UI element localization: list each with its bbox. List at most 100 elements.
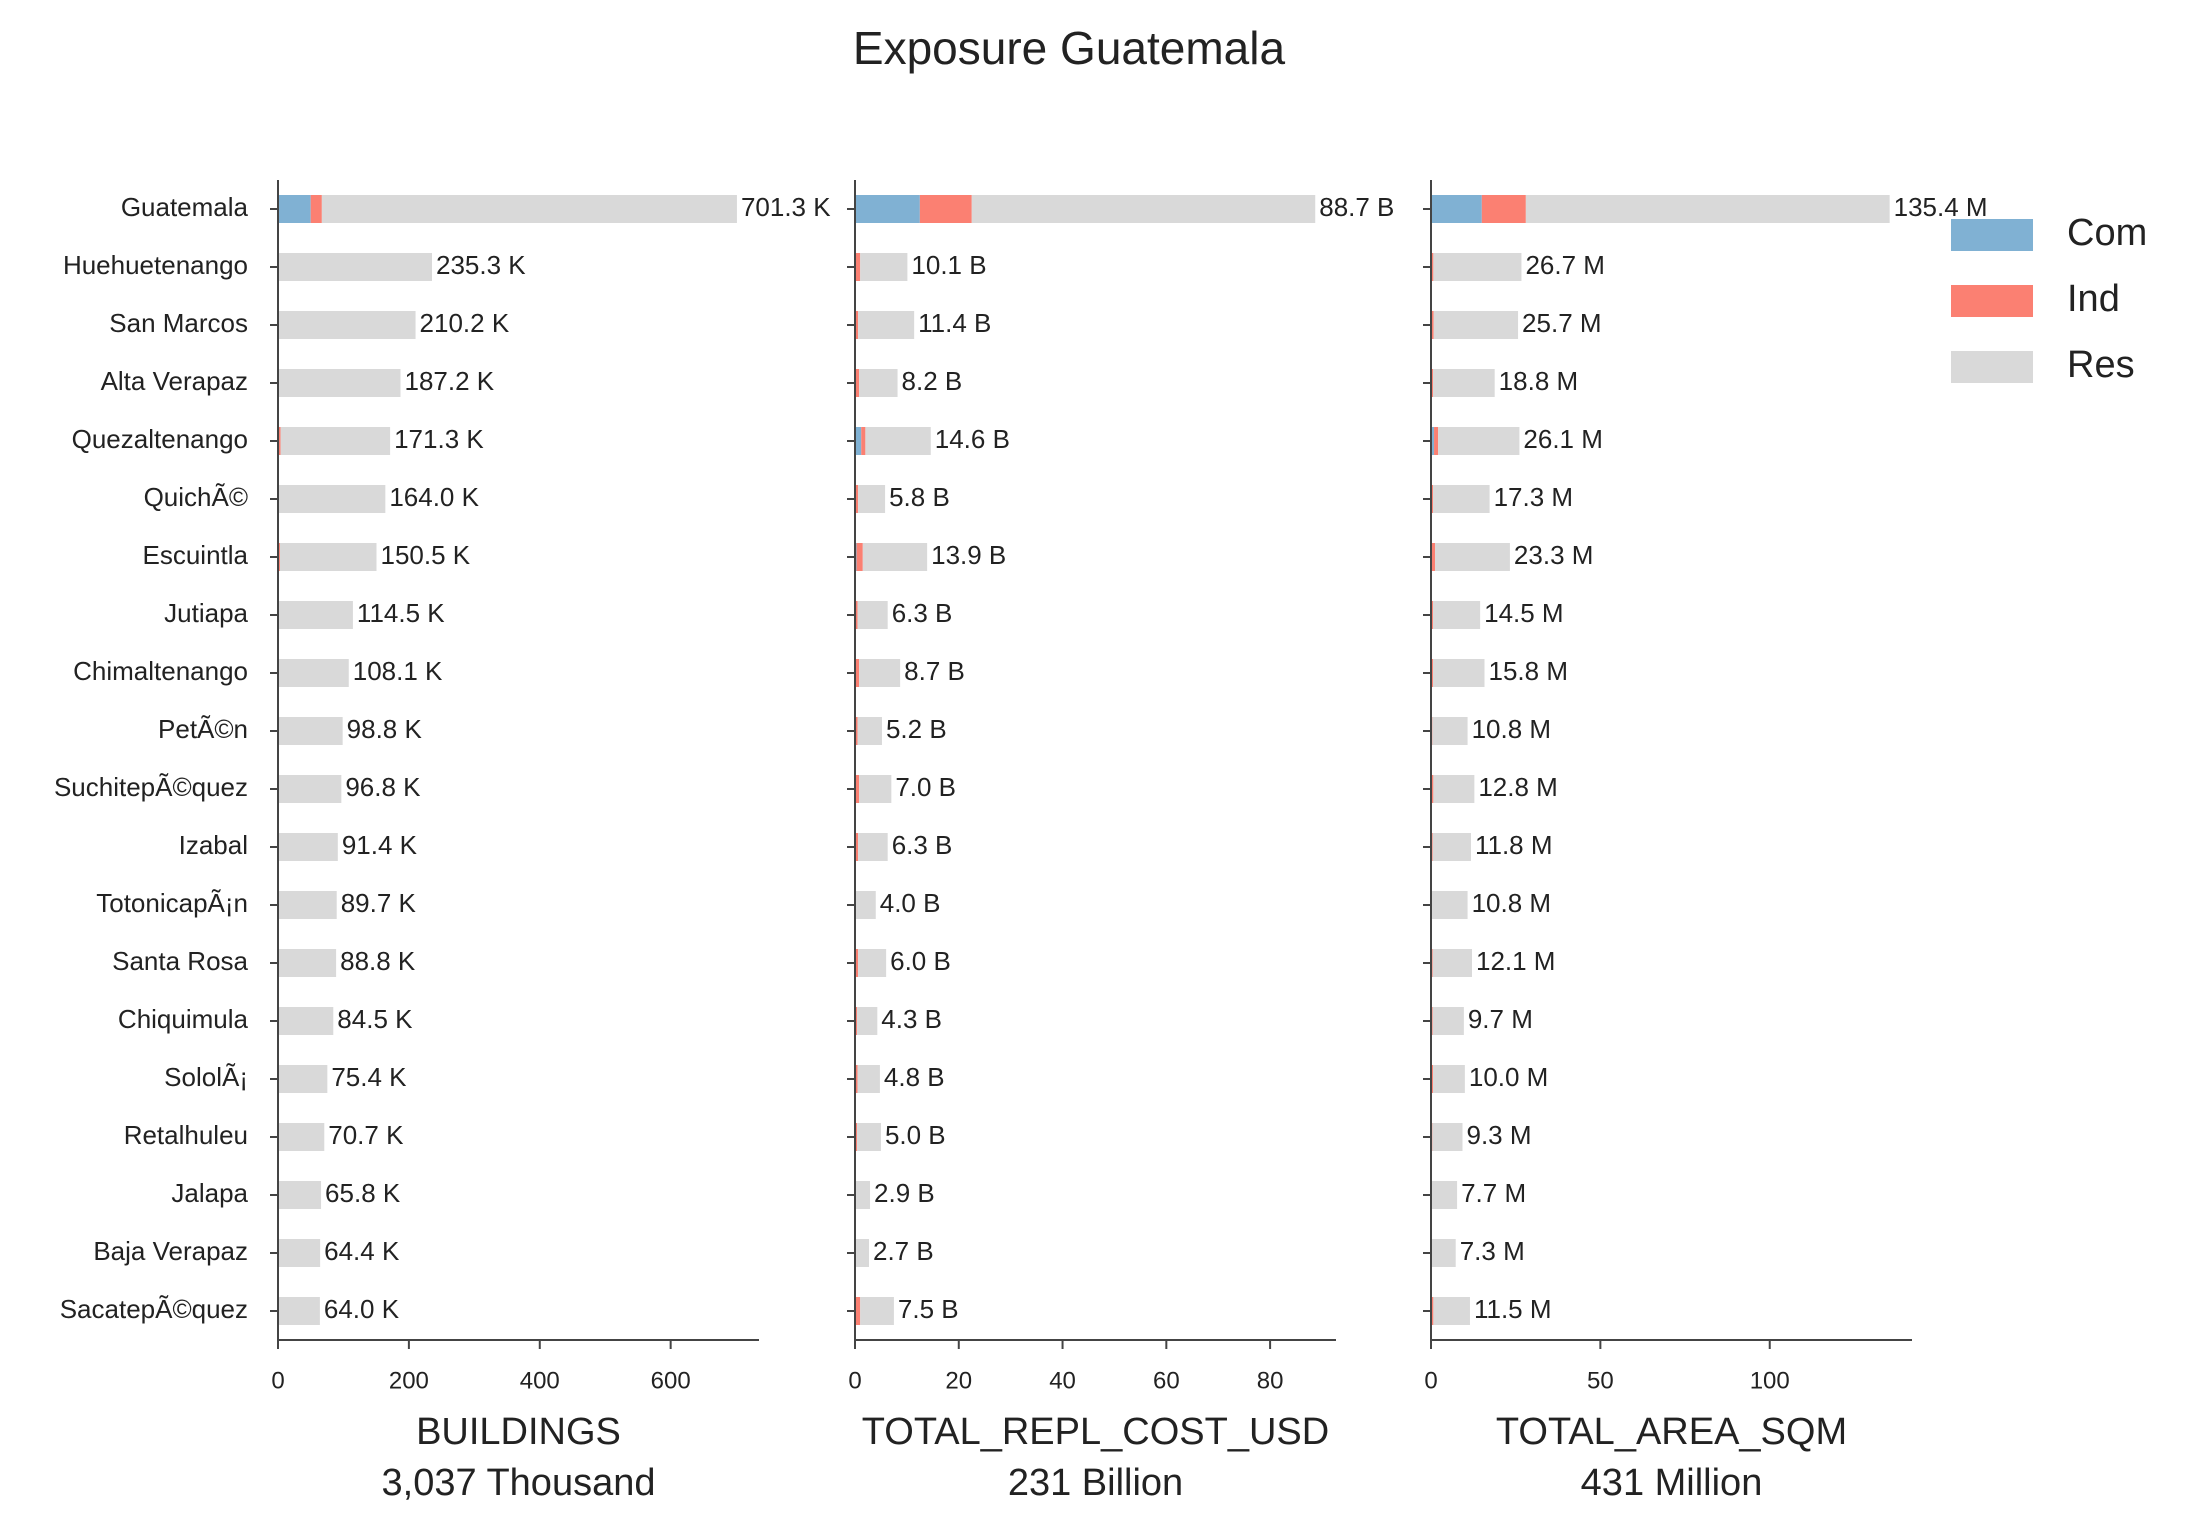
y-tick-label: San Marcos (109, 308, 248, 338)
bar-segment (321, 195, 737, 223)
x-axis-label: BUILDINGS (416, 1411, 621, 1453)
bar-segment (1431, 369, 1434, 397)
value-label: 5.2 B (886, 714, 947, 744)
y-tick-label: Quezaltenango (72, 424, 248, 454)
y-tick-label: Huehuetenango (63, 250, 248, 280)
bar-segment (859, 659, 901, 687)
value-label: 114.5 K (357, 598, 445, 628)
value-label: 6.3 B (892, 830, 953, 860)
value-label: 10.8 M (1472, 888, 1552, 918)
bar-segment (278, 369, 401, 397)
bar-segment (857, 717, 882, 745)
value-label: 701.3 K (741, 192, 831, 222)
y-tick-label: SuchitepÃ©quez (54, 772, 248, 802)
x-axis-note: 431 Million (1581, 1462, 1763, 1504)
bar-segment (310, 195, 322, 223)
bar-segment (862, 543, 928, 571)
value-label: 65.8 K (325, 1178, 401, 1208)
bar-segment (855, 253, 861, 281)
bar-segment (278, 427, 281, 455)
value-label: 210.2 K (420, 308, 510, 338)
x-axis-note: 3,037 Thousand (382, 1462, 656, 1504)
bar-segment (1431, 195, 1482, 223)
bar-segment (1438, 427, 1520, 455)
value-label: 10.8 M (1472, 714, 1552, 744)
bar-segment (859, 775, 892, 803)
y-tick-label: SololÃ¡ (164, 1062, 248, 1092)
bar-segment (278, 775, 342, 803)
bar-segment (855, 1297, 861, 1325)
bar-segment (278, 195, 311, 223)
y-tick-label: Chiquimula (118, 1004, 249, 1034)
value-label: 75.4 K (331, 1062, 407, 1092)
value-label: 9.7 M (1468, 1004, 1533, 1034)
value-label: 7.5 B (898, 1294, 959, 1324)
value-label: 14.5 M (1484, 598, 1564, 628)
value-label: 26.7 M (1525, 250, 1605, 280)
value-label: 8.7 B (904, 656, 965, 686)
bar-segment (278, 1297, 320, 1325)
bar-segment (919, 195, 972, 223)
bar-segment (1481, 195, 1526, 223)
x-tick-label: 50 (1587, 1367, 1614, 1394)
bar-segment (279, 543, 377, 571)
bar-segment (1431, 775, 1434, 803)
bar-segment (855, 311, 859, 339)
bar-segment (278, 1181, 322, 1209)
value-label: 7.7 M (1461, 1178, 1526, 1208)
legend-swatch (1951, 285, 2033, 317)
bar-segment (855, 1065, 858, 1093)
bar-segment (1432, 1181, 1458, 1209)
bar-segment (855, 601, 858, 629)
bar-segment (1432, 949, 1472, 977)
bar-segment (856, 1239, 870, 1267)
y-tick-label: SacatepÃ©quez (60, 1294, 248, 1324)
y-tick-label: Escuintla (143, 540, 249, 570)
bar-segment (1431, 427, 1435, 455)
y-tick-label: QuichÃ© (144, 482, 248, 512)
legend-swatch (1951, 219, 2033, 251)
legend-label: Com (2067, 212, 2147, 254)
bar-segment (858, 485, 886, 513)
value-label: 7.0 B (895, 772, 956, 802)
value-label: 96.8 K (345, 772, 421, 802)
bar-segment (855, 717, 858, 745)
value-label: 10.0 M (1469, 1062, 1549, 1092)
value-label: 10.1 B (911, 250, 986, 280)
value-label: 89.7 K (341, 888, 417, 918)
bar-segment (858, 949, 887, 977)
x-tick-label: 0 (271, 1367, 284, 1394)
bar-segment (855, 833, 859, 861)
value-label: 11.8 M (1475, 830, 1553, 860)
value-label: 15.8 M (1489, 656, 1569, 686)
bar-segment (1433, 659, 1485, 687)
bar-segment (861, 427, 866, 455)
bar-segment (1433, 485, 1490, 513)
value-label: 14.6 B (935, 424, 1010, 454)
x-tick-label: 400 (520, 1367, 560, 1394)
bar-segment (1433, 775, 1475, 803)
value-label: 23.3 M (1514, 540, 1594, 570)
value-label: 2.7 B (873, 1236, 934, 1266)
bar-segment (1434, 427, 1439, 455)
value-label: 25.7 M (1522, 308, 1602, 338)
bar-segment (1432, 1007, 1464, 1035)
bar-segment (278, 1065, 328, 1093)
value-label: 84.5 K (337, 1004, 413, 1034)
figure-title: Exposure Guatemala (853, 22, 1286, 74)
bar-segment (278, 833, 338, 861)
bar-segment (857, 601, 888, 629)
bar-segment (1433, 311, 1519, 339)
bar-segment (855, 1123, 858, 1151)
value-label: 135.4 M (1894, 192, 1988, 222)
y-tick-label: Alta Verapaz (101, 366, 248, 396)
value-label: 171.3 K (394, 424, 484, 454)
value-label: 235.3 K (436, 250, 526, 280)
legend-label: Res (2067, 344, 2135, 386)
bar-segment (278, 891, 337, 919)
bar-segment (1431, 601, 1434, 629)
value-label: 18.8 M (1499, 366, 1579, 396)
bar-segment (278, 1123, 325, 1151)
value-label: 64.4 K (324, 1236, 400, 1266)
